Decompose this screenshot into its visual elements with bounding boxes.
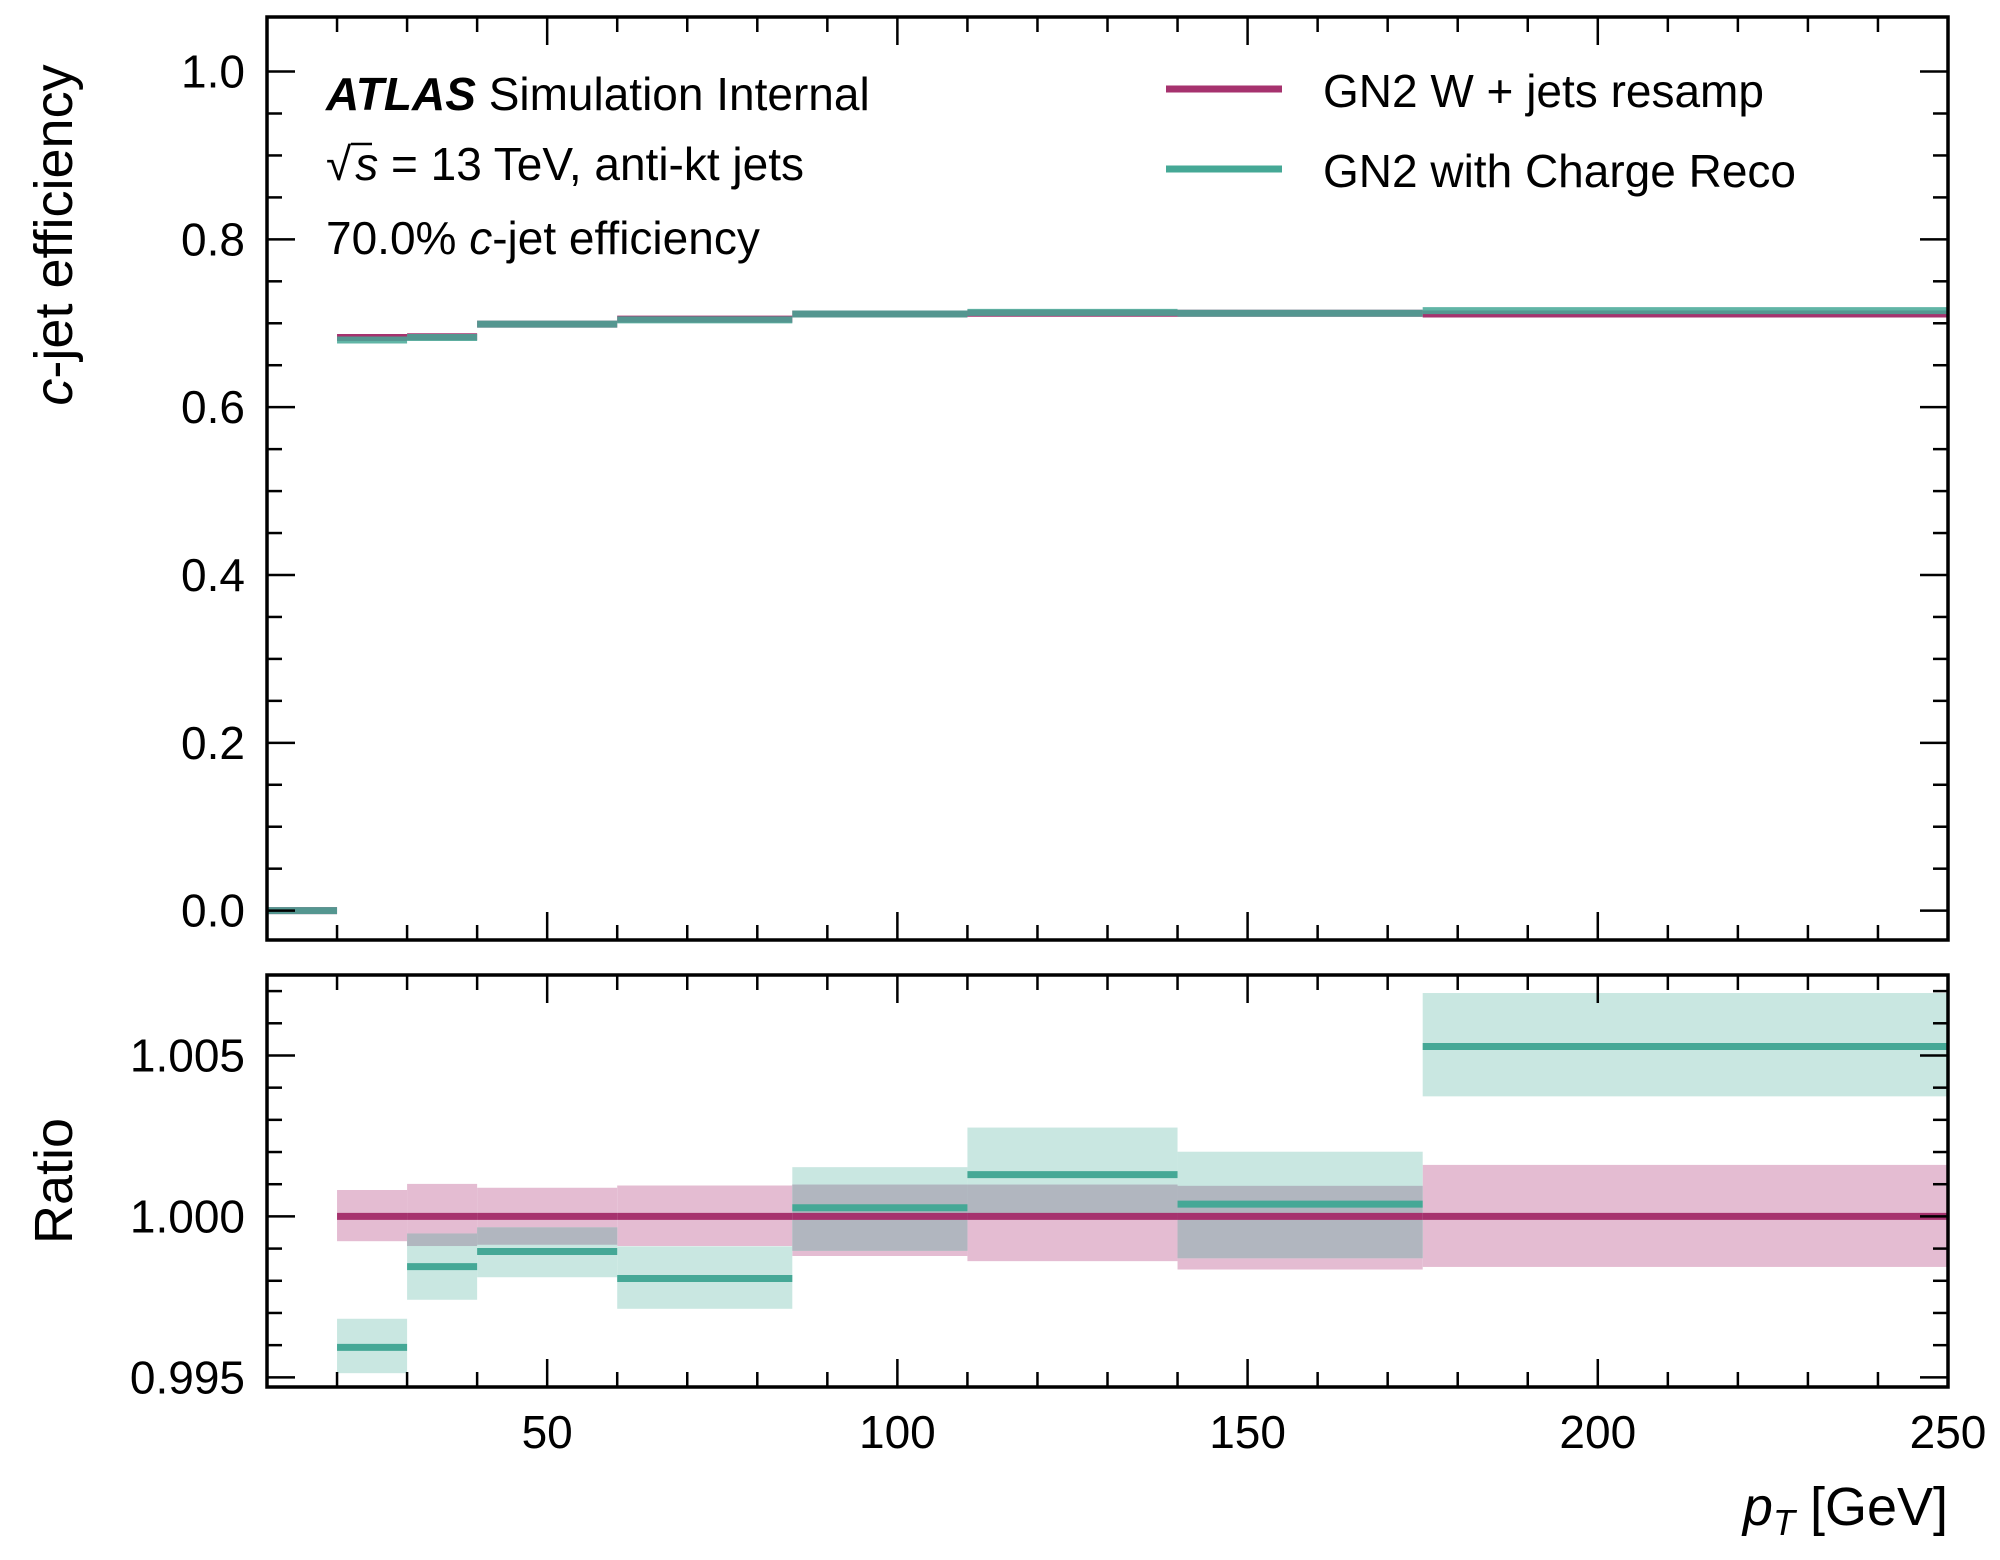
efficiency-panel: 0.0 0.2 0.4 0.6 0.8 1.0 c-jet efficiency ATLA… bbox=[24, 15, 1950, 942]
efficiency-ytick-label: 0.4 bbox=[181, 549, 245, 601]
ratio-ytick-label: 1.005 bbox=[130, 1029, 245, 1081]
ratio-band-overlap bbox=[1177, 1185, 1423, 1259]
ratio-axis-title: Ratio bbox=[24, 1118, 84, 1244]
pt-xtick-label: 50 bbox=[522, 1406, 573, 1458]
efficiency-ytick-label: 0.0 bbox=[181, 885, 245, 937]
pt-xtick-label: 250 bbox=[1910, 1406, 1987, 1458]
efficiency-ytick-label: 0.2 bbox=[181, 717, 245, 769]
ratio-panel: 0.995 1.000 1.005 50 100 150 200 250 Ratio pT … bbox=[24, 973, 1987, 1543]
efficiency-axis-title: c-jet efficiency bbox=[24, 64, 84, 405]
ratio-band-overlap bbox=[407, 1233, 478, 1247]
pt-xtick-label: 200 bbox=[1559, 1406, 1636, 1458]
efficiency-ytick-label: 0.8 bbox=[181, 213, 245, 265]
pt-axis-title: pT [GeV] bbox=[1741, 1477, 1948, 1543]
efficiency-ytick-label: 1.0 bbox=[181, 46, 245, 98]
legend-label-series1: GN2 W + jets resamp bbox=[1323, 65, 1764, 117]
ratio-ytick-label: 1.000 bbox=[130, 1190, 245, 1242]
pt-xtick-label: 100 bbox=[859, 1406, 936, 1458]
legend: GN2 W + jets resamp GN2 with Charge Reco bbox=[1166, 65, 1796, 197]
ratio-ytick-label: 0.995 bbox=[130, 1351, 245, 1403]
efficiency-ytick-label: 0.6 bbox=[181, 381, 245, 433]
energy-label: √s = 13 TeV, anti-kt jets bbox=[326, 138, 804, 190]
ratio-panel-frame bbox=[265, 973, 1950, 1389]
atlas-label: ATLAS Simulation Internal bbox=[325, 68, 870, 120]
ratio-band-overlap bbox=[967, 1184, 1178, 1219]
legend-label-series2: GN2 with Charge Reco bbox=[1323, 145, 1796, 197]
ratio-band-overlap bbox=[477, 1227, 618, 1245]
efficiency-panel-frame bbox=[265, 15, 1950, 942]
working-point-label: 70.0% c-jet efficiency bbox=[326, 212, 760, 264]
pt-xtick-label: 150 bbox=[1209, 1406, 1286, 1458]
